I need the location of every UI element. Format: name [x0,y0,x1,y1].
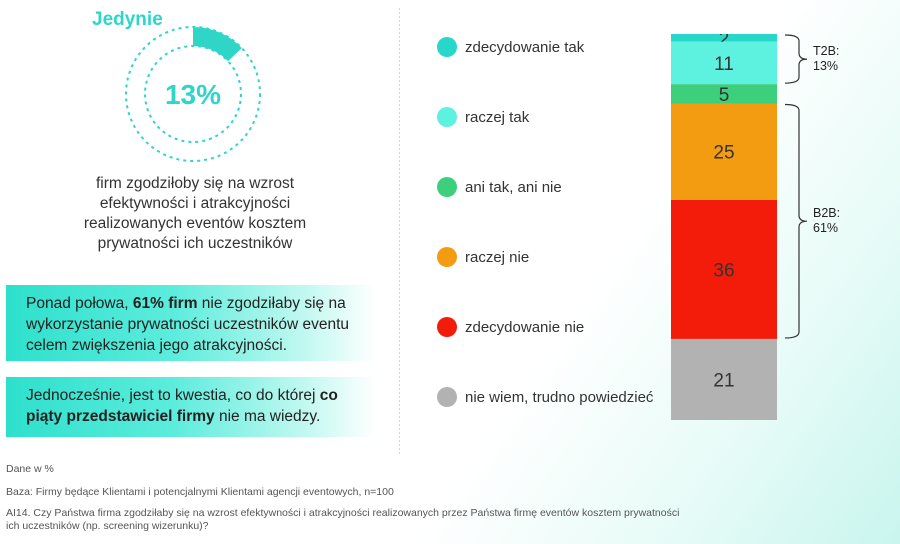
bar-value-label-6: 21 [713,370,734,391]
bar-segment-4 [671,103,777,200]
bracket-label-title: T2B: [813,44,840,59]
legend-item: raczej nie [437,246,529,268]
bracket-label-title: B2B: [813,206,841,221]
legend-swatch [437,37,457,57]
bracket-2 [784,103,808,339]
legend-label: zdecydowanie nie [465,318,585,336]
footnote-units: Dane w % [6,463,54,475]
bar-segment-6 [671,338,777,420]
legend-label: nie wiem, trudno powiedzieć [465,388,654,406]
bar-segment-1 [671,34,777,42]
callout-unknown-bold: co piąty przedstawiciel firmy [26,387,338,425]
donut-inner-ring [144,45,242,143]
bar-segment-3 [671,84,777,104]
bar-value-label-4: 25 [713,143,734,164]
callout-majority-post: nie zgodziłaby się na wykorzystanie pryw… [26,295,350,354]
bracket-label-value: 13% [813,59,839,74]
footnote-question-2: ich uczestników (np. screening wizerunku… [6,520,209,532]
callout-unknown-post: nie ma wiedzy. [214,408,321,425]
bar-segment-5 [671,199,777,339]
legend-swatch [437,317,457,337]
legend-label: raczej tak [465,108,530,126]
legend-item: zdecydowanie nie [437,316,584,338]
legend-item: zdecydowanie tak [437,36,584,58]
callout-unknown: Jednocześnie, jest to kwestia, co do któ… [6,377,376,437]
bracket-label-2: B2B: 61% [813,206,840,236]
bar-value-label-5: 36 [713,260,734,281]
bracket-label-value: 61% [813,221,839,236]
callout-unknown-pre: Jednocześnie, jest to kwestia, co do któ… [26,387,320,404]
callout-majority-bold: 61% firm [132,295,198,312]
kicker-label: Jedynie [92,9,163,30]
callout-majority: Ponad połowa, 61% firm nie zgodziłaby si… [6,285,376,361]
bracket-1 [784,34,808,84]
bar-value-label-2: 11 [714,54,734,75]
description-text: firm zgodziłoby się na wzrost efektywnoś… [83,175,307,252]
bar-value-label-3: 5 [719,85,730,106]
legend-swatch [437,387,457,407]
legend-swatch [437,107,457,127]
legend-item: ani tak, ani nie [437,176,562,198]
legend-label: zdecydowanie tak [465,38,585,56]
percent-donut: 13% [125,26,261,162]
footnote-base: Baza: Firmy będące Klientami i potencjal… [6,486,394,498]
legend-label: ani tak, ani nie [465,178,562,196]
donut-highlight-segment [193,27,242,62]
bar-segment-2 [671,41,777,85]
legend-item: raczej tak [437,106,529,128]
stacked-bar-chart: 2115253621 [671,34,808,420]
footnote-question-1: AI14. Czy Państwa firma zgodziłaby się n… [6,507,680,519]
legend-swatch [437,247,457,267]
legend-label: raczej nie [465,248,530,266]
callout-majority-pre: Ponad połowa, [26,295,133,312]
bracket-label-1: T2B: 13% [813,44,839,74]
big-percent: 13% [165,79,221,110]
column-divider [399,8,400,454]
legend-swatch [437,177,457,197]
legend-item: nie wiem, trudno powiedzieć [437,386,653,408]
